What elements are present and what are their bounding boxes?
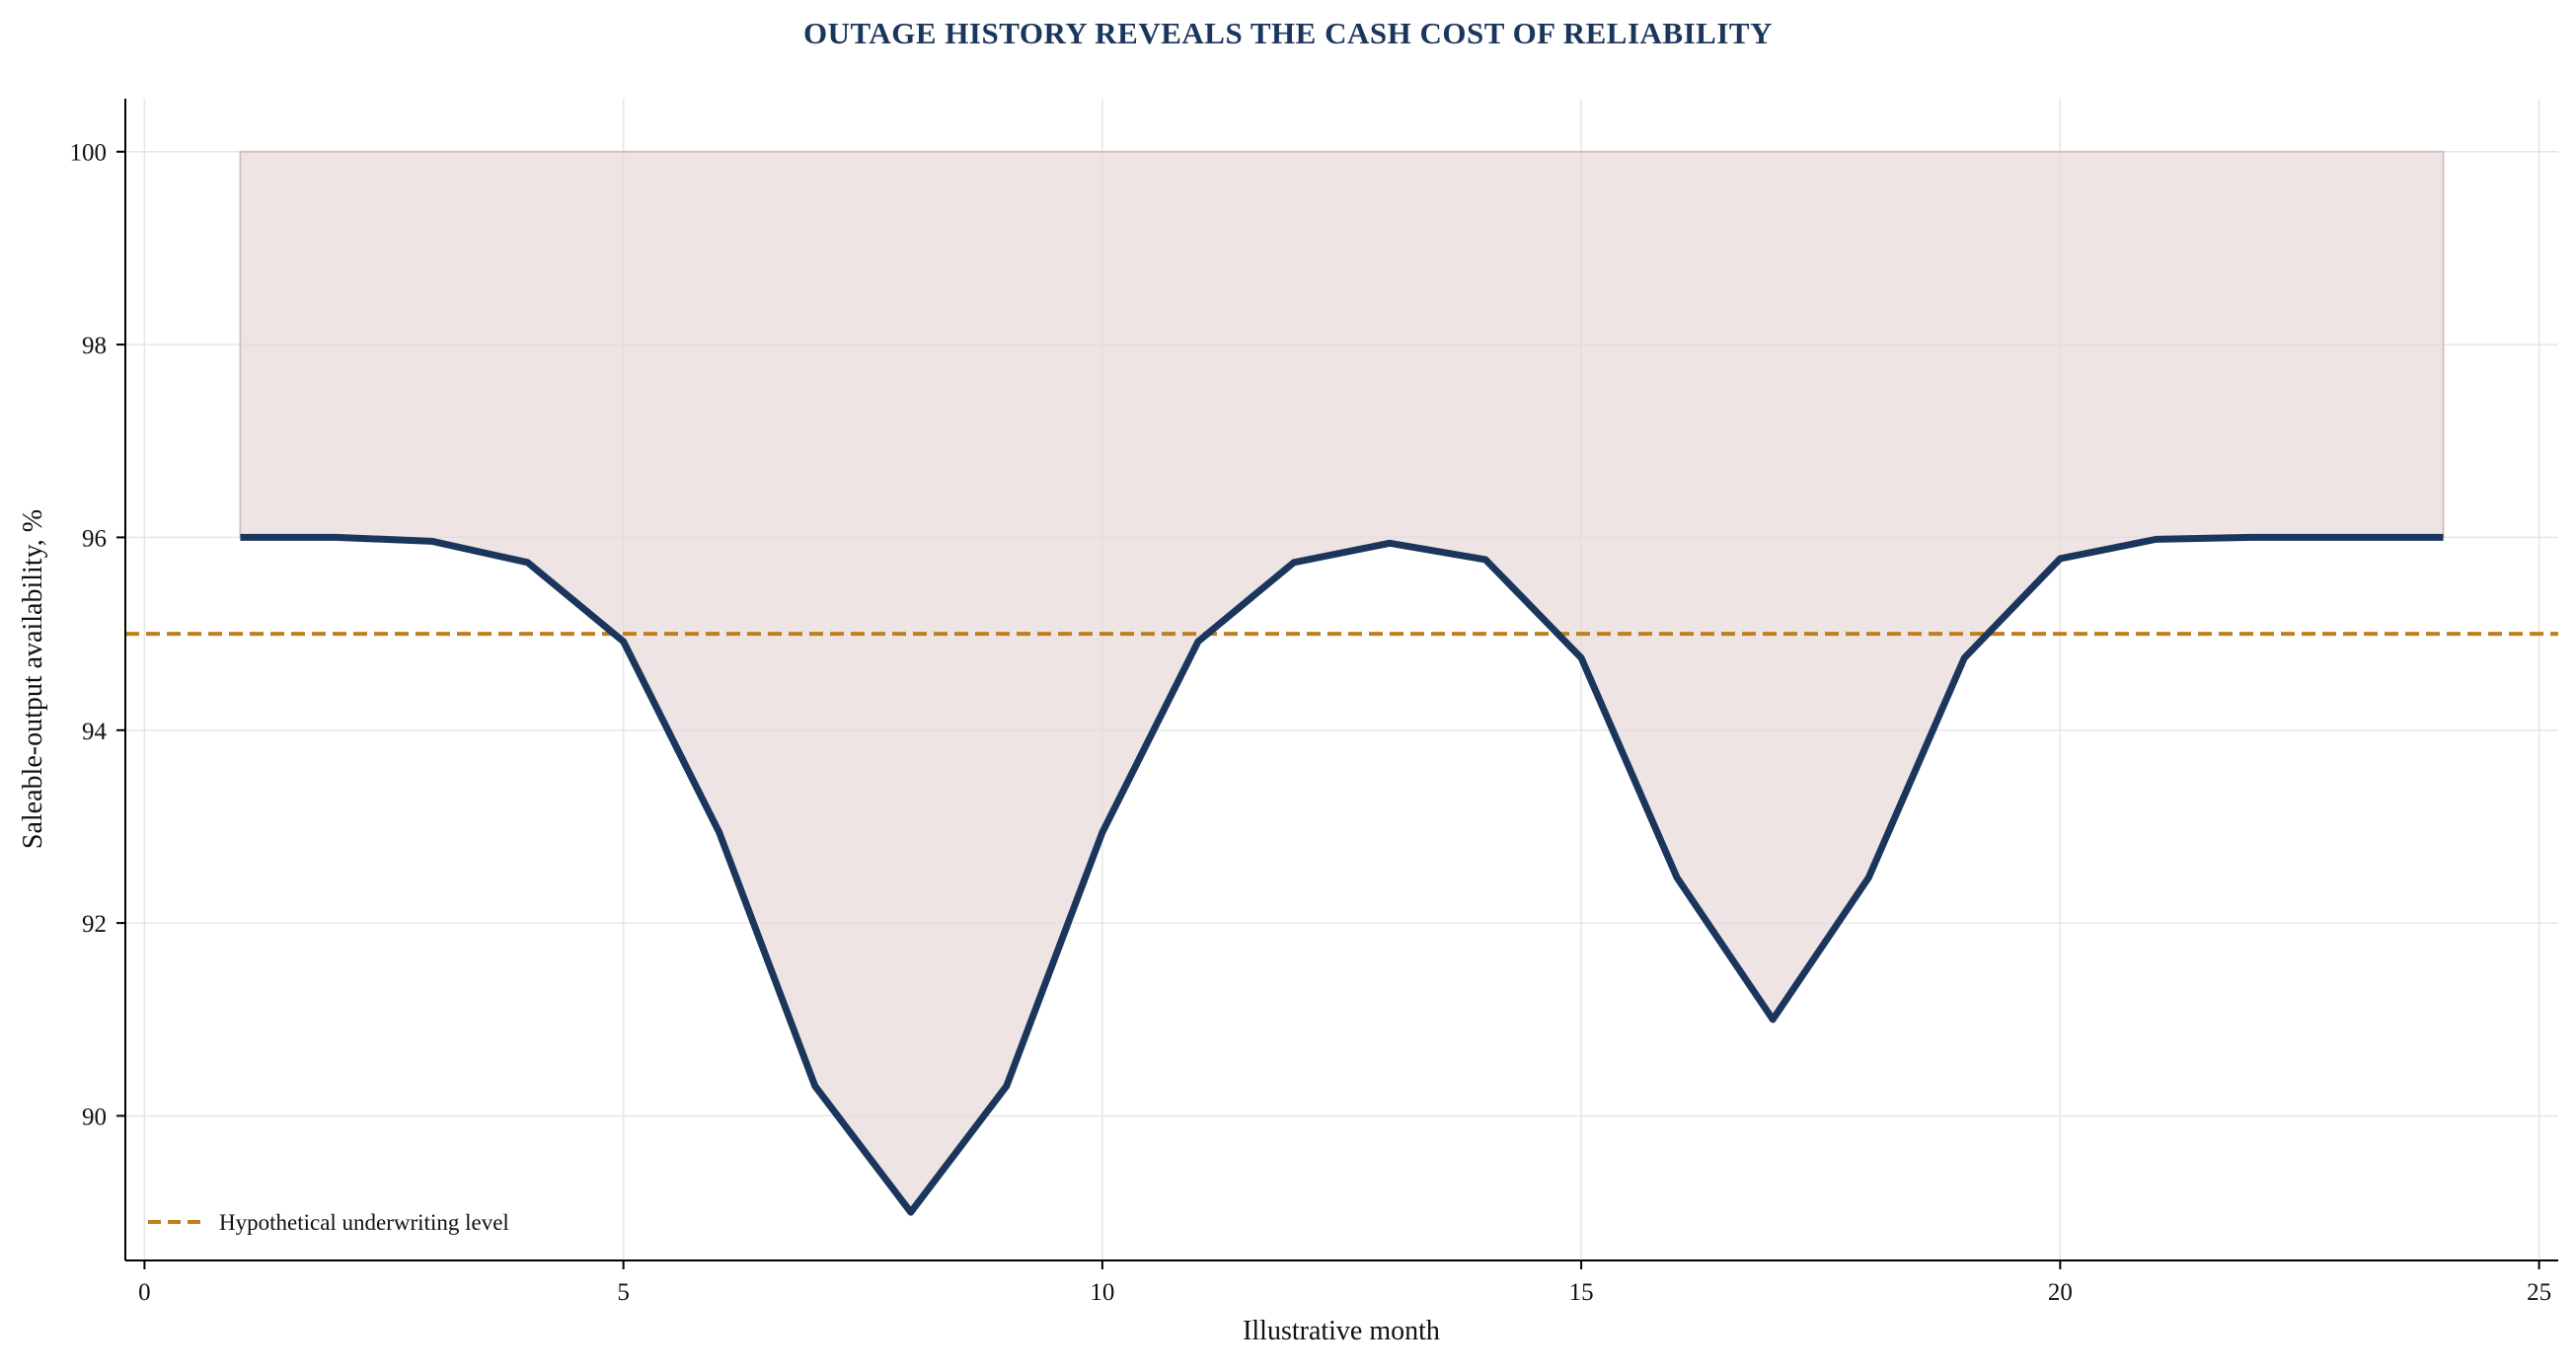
y-tick-label-92: 92	[82, 911, 107, 938]
x-tick-label-0: 0	[138, 1279, 151, 1306]
y-tick-label-98: 98	[82, 333, 107, 359]
y-tick-label-100: 100	[70, 140, 108, 167]
y-axis-label: Saleable-output availability, %	[18, 509, 48, 849]
x-tick-label-25: 25	[2527, 1279, 2551, 1306]
x-tick-label-5: 5	[617, 1279, 630, 1306]
x-axis-label: Illustrative month	[1243, 1316, 1440, 1346]
y-tick-label-90: 90	[82, 1104, 107, 1130]
legend-label-underwriting-level: Hypothetical underwriting level	[219, 1210, 509, 1235]
axes: 0 5 10 15 20 25 90 92 94 96 98 100	[70, 99, 2558, 1306]
y-tick-label-96: 96	[82, 525, 107, 552]
series-layer	[240, 533, 2444, 1216]
chart-title: OUTAGE HISTORY REVEALS THE CASH COST OF …	[803, 16, 1773, 50]
shortfall-area-layer	[239, 150, 2445, 1214]
availability-series-line	[240, 533, 2444, 1216]
x-tick-label-10: 10	[1090, 1279, 1114, 1306]
x-tick-label-20: 20	[2048, 1279, 2073, 1306]
x-tick-label-15: 15	[1569, 1279, 1594, 1306]
y-tick-label-94: 94	[82, 719, 108, 745]
shortfall-area	[239, 150, 2445, 1214]
legend: Hypothetical underwriting level	[148, 1210, 509, 1235]
